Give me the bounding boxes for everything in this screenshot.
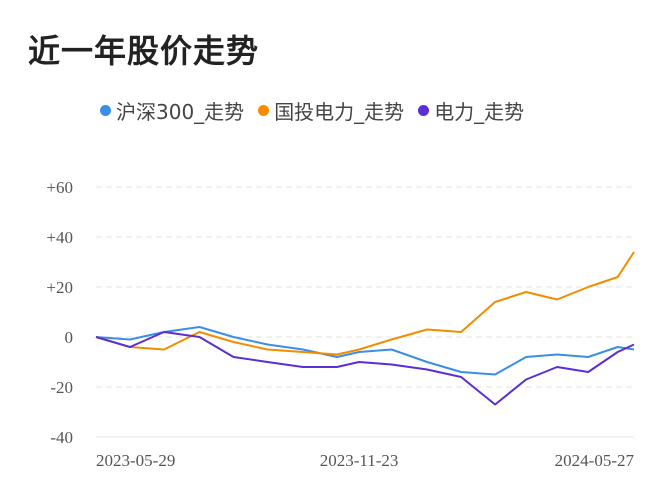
legend-marker-guotou <box>258 105 270 116</box>
y-tick-label: +60 <box>46 178 73 197</box>
legend-marker-hs300 <box>100 105 111 116</box>
legend-marker-power <box>418 105 430 116</box>
y-tick-label: -20 <box>50 378 73 397</box>
legend-label-hs300: 沪深300_走势 <box>116 100 245 124</box>
y-tick-label: -40 <box>50 428 73 447</box>
legend-item-hs300[interactable]: 沪深300_走势 <box>100 96 244 125</box>
series-line-0 <box>95 326 635 376</box>
legend-item-guotou[interactable]: 国投电力_走势 <box>258 96 404 125</box>
x-tick-label: 2024-05-27 <box>555 451 635 470</box>
y-tick-label: +40 <box>46 228 73 247</box>
series-lines <box>95 251 635 406</box>
chart-title: 近一年股价走势 <box>28 32 260 70</box>
legend-item-power[interactable]: 电力_走势 <box>418 96 524 125</box>
y-tick-label: +20 <box>46 278 73 297</box>
chart-legend: 沪深300_走势 国投电力_走势 电力_走势 <box>100 96 538 125</box>
x-axis-ticks: 2023-05-29 2023-11-23 2024-05-27 <box>96 451 634 470</box>
y-tick-label: 0 <box>65 328 74 347</box>
grid-lines <box>96 186 634 438</box>
series-line-1 <box>95 251 635 356</box>
legend-label-power: 电力_走势 <box>434 100 525 124</box>
legend-label-guotou: 国投电力_走势 <box>274 100 405 124</box>
x-tick-label: 2023-05-29 <box>96 451 175 470</box>
y-axis-ticks: +60 +40 +20 0 -20 -40 <box>46 178 73 447</box>
series-line-2 <box>95 331 635 406</box>
x-tick-label: 2023-11-23 <box>320 451 399 470</box>
